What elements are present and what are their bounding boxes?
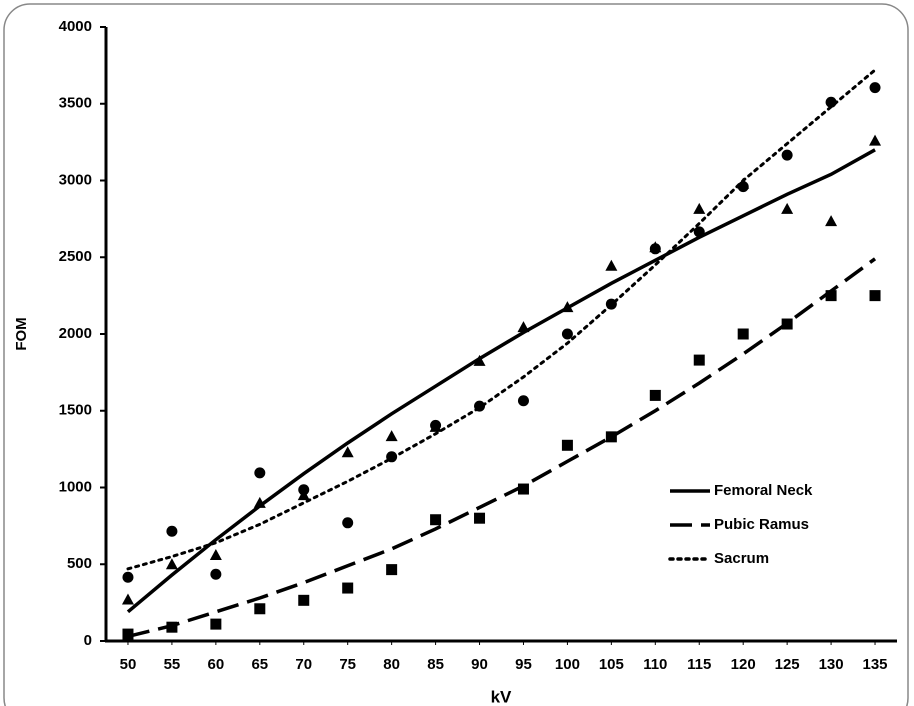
- point: [473, 354, 486, 366]
- point: [254, 603, 266, 615]
- y-tick-label: 3000: [59, 171, 92, 188]
- y-tick-label: 500: [67, 555, 92, 572]
- point: [649, 389, 661, 401]
- point: [430, 514, 442, 526]
- point: [693, 226, 705, 238]
- point: [430, 419, 442, 431]
- x-tick-label: 125: [775, 656, 800, 673]
- x-tick-label: 85: [427, 656, 444, 673]
- y-tick-label: 1000: [59, 478, 92, 495]
- point: [561, 439, 573, 451]
- point: [341, 446, 354, 458]
- point: [385, 430, 398, 442]
- y-tick-label: 4000: [59, 18, 92, 35]
- point: [342, 517, 354, 529]
- x-tick-label: 95: [515, 656, 532, 673]
- point: [253, 496, 266, 508]
- x-tick-label: 65: [251, 656, 268, 673]
- point: [605, 298, 617, 310]
- x-tick-label: 55: [164, 656, 181, 673]
- fit-line: [126, 148, 876, 614]
- point: [605, 431, 617, 443]
- frame: [3, 3, 909, 706]
- y-tick-label: 1500: [59, 402, 92, 419]
- legend-label: Sacrum: [714, 550, 769, 567]
- point: [825, 290, 837, 302]
- point: [869, 134, 882, 146]
- point: [781, 318, 793, 330]
- point: [737, 181, 749, 193]
- point: [342, 582, 354, 594]
- x-axis-label: kV: [491, 687, 512, 706]
- point: [474, 400, 486, 412]
- x-tick-label: 120: [731, 656, 756, 673]
- point: [781, 202, 794, 214]
- point: [693, 202, 706, 214]
- point: [869, 290, 881, 302]
- legend-label: Femoral Neck: [714, 482, 813, 499]
- point: [209, 549, 222, 561]
- point: [605, 259, 618, 271]
- point: [122, 571, 134, 583]
- point: [825, 96, 837, 108]
- y-tick-label: 2000: [59, 325, 92, 342]
- x-tick-label: 110: [643, 656, 667, 673]
- point: [298, 484, 310, 496]
- x-tick-label: 130: [819, 656, 844, 673]
- y-tick-label: 2500: [59, 248, 92, 265]
- y-axis-label: FOM: [13, 317, 30, 350]
- point: [122, 628, 134, 640]
- point: [737, 328, 749, 340]
- x-tick-label: 60: [208, 656, 225, 673]
- point: [869, 82, 881, 94]
- fit-line: [127, 257, 877, 639]
- point: [474, 512, 486, 524]
- x-tick-label: 135: [863, 656, 888, 673]
- x-tick-label: 50: [120, 656, 137, 673]
- point: [298, 594, 310, 606]
- point: [165, 558, 178, 570]
- point: [254, 467, 266, 479]
- point: [517, 483, 529, 495]
- point: [517, 395, 529, 407]
- point: [517, 321, 530, 333]
- x-tick-label: 105: [599, 656, 624, 673]
- point: [121, 593, 134, 605]
- point: [210, 618, 222, 630]
- point: [649, 243, 661, 255]
- point: [166, 525, 178, 537]
- point: [210, 568, 222, 580]
- y-tick-label: 3500: [59, 95, 92, 112]
- x-tick-label: 100: [555, 656, 580, 673]
- x-tick-label: 70: [295, 656, 312, 673]
- point: [561, 301, 574, 313]
- x-tick-label: 80: [383, 656, 400, 673]
- fit-line: [126, 68, 877, 571]
- point: [166, 621, 178, 633]
- point: [825, 215, 838, 227]
- point: [781, 149, 793, 161]
- point: [386, 451, 398, 463]
- point: [561, 328, 573, 340]
- x-tick-label: 90: [471, 656, 488, 673]
- point: [386, 564, 398, 576]
- x-tick-label: 75: [339, 656, 356, 673]
- y-tick-label: 0: [84, 632, 92, 649]
- legend-label: Pubic Ramus: [714, 516, 809, 533]
- x-tick-label: 115: [687, 656, 711, 673]
- point: [693, 354, 705, 366]
